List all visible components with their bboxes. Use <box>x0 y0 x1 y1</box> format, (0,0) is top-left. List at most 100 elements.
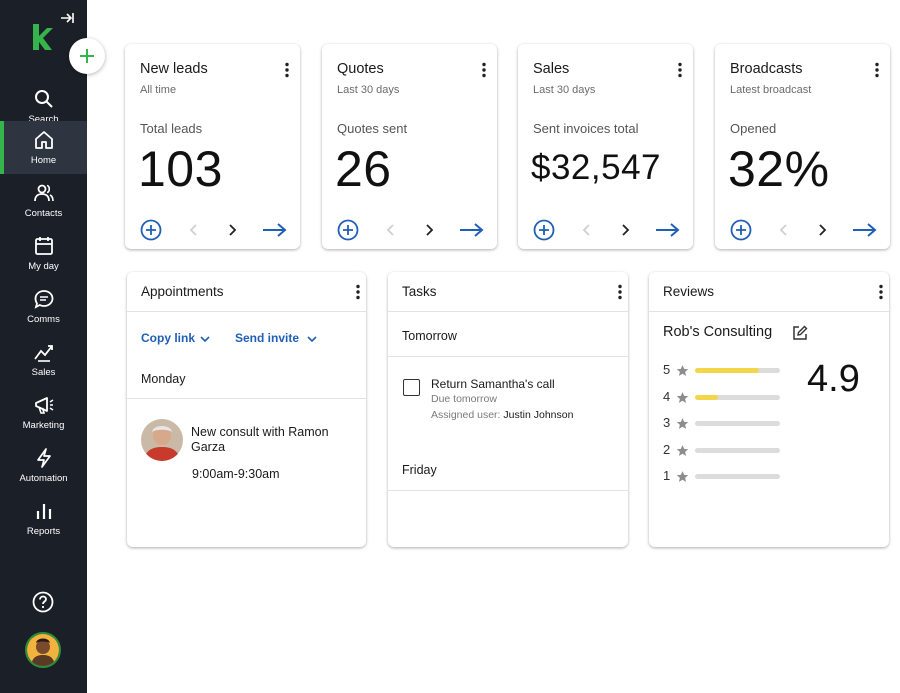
megaphone-icon <box>34 397 53 414</box>
rating-bar <box>695 447 780 453</box>
chevron-right-icon[interactable] <box>815 222 829 238</box>
lightning-icon <box>36 448 51 468</box>
chevron-left-icon[interactable] <box>580 222 594 238</box>
arrow-right-icon[interactable] <box>655 222 681 238</box>
edit-icon[interactable] <box>792 325 808 341</box>
card-title: Sales <box>533 61 570 77</box>
chevron-down-icon[interactable] <box>200 335 210 343</box>
sidebar-item-home[interactable]: Home <box>0 121 87 174</box>
add-circle-icon[interactable] <box>140 219 162 241</box>
card-subtitle: Last 30 days <box>337 84 400 96</box>
sidebar-item-label: Comms <box>27 314 60 325</box>
send-invite-button[interactable]: Send invite <box>235 331 300 345</box>
card-subtitle: All time <box>140 84 177 96</box>
sidebar-item-label: Reports <box>26 526 61 537</box>
calendar-icon <box>34 237 53 255</box>
rating-bar <box>695 421 780 426</box>
tasks-card: Tasks Tomorrow Return Samantha's call Du… <box>388 272 628 547</box>
more-options-icon[interactable] <box>355 284 361 300</box>
chat-icon <box>34 290 53 309</box>
more-options-icon[interactable] <box>874 62 880 78</box>
arrow-right-icon[interactable] <box>459 222 485 238</box>
stat-card-quotes: Quotes Last 30 days Quotes sent 26 <box>322 44 497 249</box>
help-icon[interactable] <box>31 590 55 614</box>
sidebar-item-label: Sales <box>31 367 56 378</box>
chevron-right-icon[interactable] <box>618 222 632 238</box>
user-avatar[interactable] <box>25 632 61 668</box>
sidebar-item-automation[interactable]: Automation <box>0 439 87 492</box>
arrow-right-icon[interactable] <box>262 222 288 238</box>
keap-logo-icon[interactable] <box>31 24 53 50</box>
appointment-title[interactable]: New consult with Ramon Garza <box>191 425 329 454</box>
card-header: Tasks <box>388 272 628 312</box>
task-assignee: Assigned user: Justin Johnson <box>431 409 573 421</box>
card-title: Tasks <box>402 284 437 299</box>
more-options-icon[interactable] <box>677 62 683 78</box>
metric-value: 32% <box>728 141 830 197</box>
star-count: 5 <box>663 362 671 377</box>
star-icon <box>676 444 689 456</box>
sidebar-item-my-day[interactable]: My day <box>0 227 87 280</box>
add-circle-icon[interactable] <box>533 219 555 241</box>
add-new-button[interactable] <box>69 38 105 74</box>
sidebar-item-sales[interactable]: Sales <box>0 333 87 386</box>
assigned-prefix: Assigned user: <box>431 409 501 421</box>
more-options-icon[interactable] <box>617 284 623 300</box>
assigned-user: Justin Johnson <box>503 409 574 421</box>
card-title: Appointments <box>141 284 224 299</box>
collapse-sidebar-icon[interactable] <box>58 9 76 27</box>
sidebar-item-contacts[interactable]: Contacts <box>0 174 87 227</box>
reports-icon <box>36 504 51 519</box>
chevron-left-icon[interactable] <box>187 222 201 238</box>
more-options-icon[interactable] <box>284 62 290 78</box>
sidebar-item-label: Automation <box>19 473 68 484</box>
chevron-right-icon[interactable] <box>422 222 436 238</box>
rating-row: 2 <box>663 442 793 458</box>
day-heading: Monday <box>141 372 186 386</box>
card-title: New leads <box>140 61 208 77</box>
chevron-right-icon[interactable] <box>225 222 239 238</box>
rating-row: 1 <box>663 468 793 484</box>
chevron-left-icon[interactable] <box>384 222 398 238</box>
stat-card-new-leads: New leads All time Total leads 103 <box>125 44 300 249</box>
stat-card-broadcasts: Broadcasts Latest broadcast Opened 32% <box>715 44 890 249</box>
arrow-right-icon[interactable] <box>852 222 878 238</box>
star-icon <box>676 365 689 376</box>
group-heading: Tomorrow <box>402 329 457 343</box>
sidebar-item-marketing[interactable]: Marketing <box>0 386 87 439</box>
search-icon <box>34 90 53 108</box>
contacts-icon <box>33 184 54 202</box>
star-icon <box>676 418 689 429</box>
more-options-icon[interactable] <box>481 62 487 78</box>
appointment-time: 9:00am-9:30am <box>192 467 280 481</box>
chevron-down-icon[interactable] <box>307 335 317 343</box>
home-icon <box>34 131 53 149</box>
copy-link-button[interactable]: Copy link <box>141 331 196 345</box>
sidebar-item-comms[interactable]: Comms <box>0 280 87 333</box>
business-name: Rob's Consulting <box>663 324 773 340</box>
sidebar-item-label: Marketing <box>22 420 65 431</box>
sales-icon <box>33 345 53 362</box>
star-count: 1 <box>663 468 671 483</box>
sidebar-item-reports[interactable]: Reports <box>0 492 87 545</box>
star-count: 4 <box>663 388 671 404</box>
card-subtitle: Last 30 days <box>533 84 596 96</box>
more-options-icon[interactable] <box>878 284 884 300</box>
metric-label: Sent invoices total <box>533 121 639 136</box>
chevron-left-icon[interactable] <box>777 222 791 238</box>
card-header: Appointments <box>127 272 366 312</box>
add-circle-icon[interactable] <box>337 219 359 241</box>
task-checkbox[interactable] <box>403 379 420 396</box>
task-title[interactable]: Return Samantha's call <box>431 377 555 391</box>
reviews-card: Reviews Rob's Consulting 4.9 5 4 3 2 1 <box>649 272 889 547</box>
metric-label: Quotes sent <box>337 121 408 136</box>
rating-bar <box>695 394 780 400</box>
metric-label: Total leads <box>140 121 203 136</box>
sidebar-item-label: Contacts <box>24 208 63 219</box>
metric-label: Opened <box>730 121 777 136</box>
appointments-card: Appointments Copy link Send invite Monda… <box>127 272 366 547</box>
sidebar-item-label: Home <box>30 155 57 166</box>
sidebar-item-search[interactable]: Search <box>0 80 87 133</box>
stat-card-sales: Sales Last 30 days Sent invoices total $… <box>518 44 693 249</box>
add-circle-icon[interactable] <box>730 219 752 241</box>
